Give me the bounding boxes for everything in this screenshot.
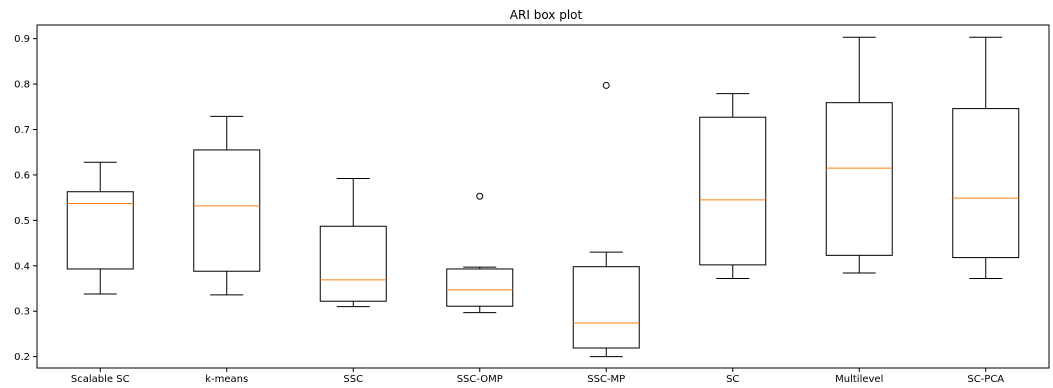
iqr-box [699, 116, 767, 266]
iqr-box [319, 225, 387, 302]
outlier-point [476, 192, 484, 200]
iqr-box [66, 191, 134, 270]
iqr-box [193, 149, 261, 272]
x-tick-label: k-means [205, 374, 248, 385]
plot-area [36, 24, 1050, 369]
iqr-box [572, 266, 640, 349]
y-tick-label: 0.3 [14, 307, 30, 318]
x-tick-label: SC [726, 374, 739, 385]
iqr-box [446, 268, 514, 307]
iqr-box [825, 102, 893, 256]
x-tick-label: SSC-MP [587, 374, 625, 385]
x-tick-label: Multilevel [835, 374, 883, 385]
y-axis: 0.2 0.3 0.4 0.5 0.6 0.7 0.8 0.9 [14, 34, 37, 363]
y-tick-label: 0.4 [14, 261, 30, 272]
x-axis: Scalable SC k-means SSC SSC-OMP SSC-MP SC Mult… [71, 368, 1004, 385]
iqr-box [952, 108, 1020, 259]
box-sc-pca [952, 36, 1020, 280]
x-tick-label: SC-PCA [967, 374, 1004, 385]
box-ssc [319, 178, 387, 308]
y-tick-label: 0.7 [14, 125, 30, 136]
chart-title: ARI box plot [510, 8, 583, 22]
outlier-point [602, 81, 610, 89]
y-tick-label: 0.6 [14, 170, 30, 181]
y-tick-label: 0.8 [14, 80, 30, 91]
x-tick-label: SSC-OMP [457, 374, 503, 385]
box-scalable-sc [66, 161, 134, 295]
y-tick-label: 0.9 [14, 34, 30, 45]
x-tick-label: Scalable SC [71, 374, 130, 385]
box-sc [699, 93, 767, 280]
box-ssc-mp [572, 81, 640, 358]
box-k-means [193, 115, 261, 296]
y-tick-label: 0.2 [14, 352, 30, 363]
y-tick-label: 0.5 [14, 216, 30, 227]
box-ssc-omp [446, 192, 514, 314]
boxes [66, 36, 1020, 358]
x-tick-label: SSC [343, 374, 363, 385]
box-multilevel [825, 36, 893, 274]
